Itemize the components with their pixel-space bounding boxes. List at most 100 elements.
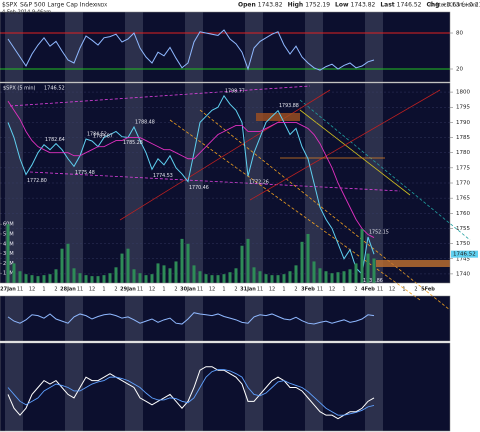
volume-bar	[42, 275, 46, 283]
value-label: 1785.28	[123, 140, 143, 146]
trend-line	[199, 109, 451, 311]
volume-bar	[150, 274, 154, 283]
session-band	[5, 12, 23, 82]
y-tick-label: 1750	[456, 241, 470, 247]
quote-value: 1743.82	[351, 2, 376, 9]
x-tick-label: 11	[377, 287, 383, 293]
volume-bar	[186, 243, 190, 283]
volume-bar	[288, 271, 292, 283]
session-band	[185, 12, 203, 82]
x-tick-label: 1	[282, 287, 285, 293]
volume-bar	[84, 275, 88, 283]
volume-bar	[180, 238, 184, 283]
trend-line	[9, 85, 311, 107]
y-tick-label: 1740	[456, 271, 470, 277]
volume-bar	[24, 274, 28, 283]
volume-bar	[324, 271, 328, 283]
session-bands	[0, 12, 450, 431]
quote-value: 1752.19	[305, 2, 330, 9]
x-tick-label: 1	[102, 287, 105, 293]
value-label: 1783.87	[93, 133, 113, 139]
series-line	[7, 29, 375, 71]
series-line	[7, 369, 375, 416]
volume-bar	[156, 263, 160, 283]
y-tick-label: 1745	[456, 256, 470, 262]
volume-bar	[132, 269, 136, 283]
volume-bar	[312, 261, 316, 283]
volume-bar	[342, 271, 346, 283]
legend-value: 1746.52	[44, 86, 65, 92]
quote-label: Chg	[426, 2, 439, 9]
index-name: S&P 500 Large Cap Index	[20, 2, 97, 9]
session-band	[65, 12, 83, 82]
session-band	[245, 296, 263, 341]
volume-bar	[144, 275, 148, 283]
symbol: $SPX	[2, 2, 17, 9]
x-tick-label: 11	[317, 287, 323, 293]
value-label: 1752.15	[369, 230, 389, 236]
x-tick-label: 12	[389, 287, 395, 293]
date: 4-Feb-2014 9:46am	[2, 10, 51, 16]
volume-bar	[354, 263, 358, 283]
volume-bar	[108, 273, 112, 283]
session-band	[305, 12, 323, 82]
x-tick-label: 29Jan	[120, 287, 136, 293]
y-tick-label: 1775	[456, 165, 470, 171]
panel-frame	[0, 295, 451, 342]
support-zone	[376, 260, 450, 267]
value-label: 1793.88	[279, 103, 299, 109]
copyright: © StockCharts.com	[429, 2, 478, 9]
value-label: 1775.48	[75, 170, 95, 176]
volume-bar	[66, 243, 70, 283]
last-price-label: 1746.52	[453, 252, 476, 258]
session-band	[185, 296, 203, 341]
volume-bar	[222, 274, 226, 283]
panel-frame	[0, 82, 451, 284]
series-line	[7, 312, 375, 325]
y-tick-label: 1770	[456, 181, 470, 187]
volume-bar	[258, 271, 262, 283]
x-tick-label: 12	[269, 287, 275, 293]
panel-frame	[0, 11, 451, 83]
volume-bar	[60, 248, 64, 283]
volume-bar	[306, 233, 310, 283]
volume-bar	[102, 275, 106, 283]
legend: $SPX (5 min)	[3, 86, 36, 92]
volume-bar	[276, 275, 280, 283]
x-tick-label: 1	[402, 287, 405, 293]
x-tick-label: 12	[29, 287, 35, 293]
volume-bar	[168, 268, 172, 283]
trend-line	[299, 109, 411, 196]
volume-bar	[360, 229, 364, 283]
volume-bar	[204, 274, 208, 283]
x-tick-label: 1	[222, 287, 225, 293]
session-band	[5, 343, 23, 431]
session-band	[365, 343, 383, 431]
x-tick-label: 11	[137, 287, 143, 293]
x-tick-label: 5Feb	[421, 287, 435, 293]
quote-value: 1743.82	[258, 2, 283, 9]
volume-bar	[54, 269, 58, 283]
value-label: 1770.46	[189, 185, 209, 191]
x-tick-label: 2	[354, 287, 357, 293]
y-tick-label: 1780	[456, 150, 470, 156]
volume-bar	[336, 272, 340, 283]
y-tick-label: 1790	[456, 120, 470, 126]
volume-bar	[252, 267, 256, 283]
volume-bar	[30, 275, 34, 283]
x-tick-label: 2	[54, 287, 57, 293]
session-band	[125, 12, 143, 82]
quote-label: High	[288, 2, 304, 9]
session-band	[305, 296, 323, 341]
trend-line	[299, 99, 471, 241]
exchange: INDX	[96, 3, 107, 9]
y-tick-label: 1765	[456, 196, 470, 202]
volume-bar	[240, 245, 244, 283]
session-band	[365, 12, 383, 82]
y-tick-label: 20	[456, 67, 463, 73]
quote-value: +3.63 (+0.21%)	[441, 2, 480, 9]
volume-bar	[12, 263, 16, 283]
volume-bar	[318, 268, 322, 283]
x-tick-label: 11	[197, 287, 203, 293]
